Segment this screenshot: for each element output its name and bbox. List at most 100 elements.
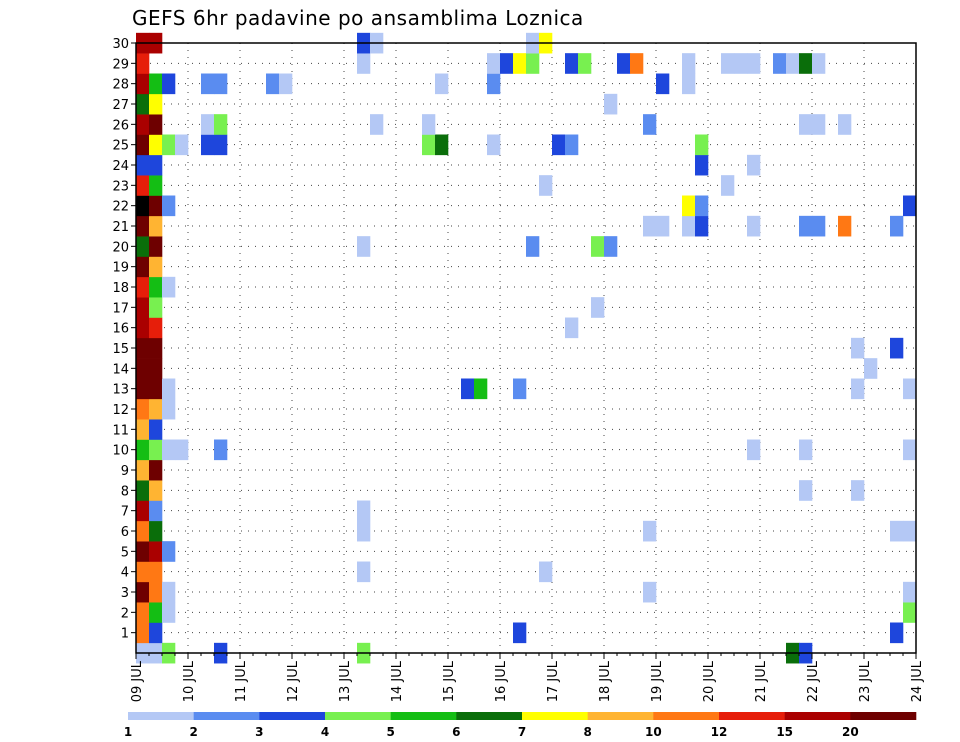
y-tick-label: 11: [112, 423, 129, 438]
heatmap-cell: [526, 236, 540, 257]
heatmap-cell: [266, 73, 280, 95]
heatmap-cell: [149, 480, 163, 501]
heatmap-cell: [851, 378, 865, 400]
color-bar-label: 2: [189, 725, 197, 739]
heatmap-cell: [682, 215, 696, 237]
y-tick-label: 1: [121, 627, 129, 642]
heatmap-cell: [136, 215, 150, 237]
heatmap-cell: [136, 480, 150, 501]
heatmap-cell: [578, 53, 592, 74]
heatmap-cell: [422, 134, 436, 156]
color-bar-segment: [522, 712, 588, 720]
heatmap-cell: [695, 154, 709, 176]
heatmap-cell: [201, 134, 215, 156]
color-bar-label: 10: [645, 725, 662, 739]
heatmap-cell: [149, 297, 163, 318]
y-tick-label: 2: [121, 606, 129, 621]
y-tick-label: 16: [112, 322, 129, 337]
heatmap-cell: [357, 500, 371, 522]
color-bar: 1 2 3 4 5 6 7 8 10 12 15 20: [124, 712, 917, 739]
heatmap-cell: [799, 215, 813, 237]
heatmap-cell: [136, 297, 150, 318]
heatmap-cell: [812, 215, 826, 237]
y-tick-label: 10: [112, 444, 129, 459]
heatmap-cell: [539, 561, 553, 583]
heatmap-cell: [136, 541, 150, 562]
color-bar-segment: [325, 712, 391, 720]
heatmap-cell: [214, 439, 228, 461]
x-tick-label: 09 JUL: [130, 660, 145, 702]
heatmap-cell: [747, 439, 761, 461]
color-bar-label: 20: [842, 725, 859, 739]
heatmap-cell: [162, 439, 176, 461]
y-tick-label: 23: [112, 179, 129, 194]
y-tick-label: 14: [112, 362, 129, 377]
heatmap-cell: [461, 378, 475, 400]
heatmap-cell: [162, 276, 176, 298]
heatmap-cell: [786, 53, 800, 74]
heatmap-cell: [643, 215, 657, 237]
heatmap-cell: [136, 622, 150, 644]
heatmap-cell: [214, 73, 228, 95]
heatmap-cell: [162, 195, 176, 217]
heatmap-cell: [682, 195, 696, 217]
heatmap-cell: [149, 175, 163, 196]
heatmap-cell: [149, 439, 163, 461]
heatmap-cell: [812, 114, 826, 135]
heatmap-cell: [136, 561, 150, 583]
heatmap-cell: [903, 195, 917, 217]
heatmap-cell: [162, 541, 176, 562]
heatmap-cell: [864, 358, 878, 379]
heatmap-cell: [799, 480, 813, 501]
y-tick-label: 18: [112, 281, 129, 296]
x-tick-label: 18 JUL: [598, 660, 613, 702]
x-tick-label: 22 JUL: [806, 660, 821, 702]
y-tick-label: 24: [112, 159, 129, 174]
x-tick-label: 12 JUL: [286, 660, 301, 702]
heatmap-cell: [136, 276, 150, 298]
heatmap-cell: [643, 114, 657, 135]
heatmap-cell: [851, 480, 865, 501]
y-tick-label: 21: [112, 220, 129, 235]
heatmap-cell: [136, 73, 150, 95]
heatmap-cell: [149, 541, 163, 562]
color-bar-label: 4: [321, 725, 329, 739]
y-tick-label: 7: [121, 505, 129, 520]
heatmap-cell: [734, 53, 748, 74]
y-tick-label: 27: [112, 98, 129, 113]
x-tick-label: 10 JUL: [182, 660, 197, 702]
heatmap-cell: [149, 93, 163, 115]
heatmap-cell: [370, 114, 384, 135]
x-tick-label: 17 JUL: [546, 660, 561, 702]
heatmap-cell: [149, 134, 163, 156]
heatmap-cell: [136, 195, 150, 217]
color-bar-segment: [653, 712, 720, 720]
y-tick-label: 25: [112, 139, 129, 154]
heatmap-cell: [136, 602, 150, 623]
heatmap-cell: [890, 520, 904, 542]
heatmap-cell: [279, 73, 293, 95]
x-tick-label: 11 JUL: [234, 660, 249, 702]
heatmap-cell: [695, 215, 709, 237]
x-tick-label: 24 JUL: [910, 660, 925, 702]
heatmap-cell: [162, 398, 176, 420]
heatmap-cell: [149, 358, 163, 379]
x-tick-label: 23 JUL: [858, 660, 873, 702]
y-tick-label: 9: [121, 464, 129, 479]
color-bar-label: 15: [776, 725, 793, 739]
heatmap-cell: [136, 114, 150, 135]
y-tick-label: 26: [112, 118, 129, 133]
heatmap-cell: [435, 134, 449, 156]
x-axis-ticks: 09 JUL 10 JUL 11 JUL 12 JUL 13 JUL 14 JUL 15 J…: [130, 653, 925, 702]
y-tick-label: 30: [112, 37, 129, 52]
y-tick-label: 20: [112, 240, 129, 255]
heatmap-cell: [487, 134, 501, 156]
heatmap-cell: [513, 622, 527, 644]
heatmap-cell: [149, 317, 163, 339]
x-tick-label: 21 JUL: [754, 660, 769, 702]
y-tick-label: 22: [112, 200, 129, 215]
heatmap-cell: [136, 175, 150, 196]
heatmap-cell: [812, 53, 826, 74]
heatmap-cell: [136, 581, 150, 603]
